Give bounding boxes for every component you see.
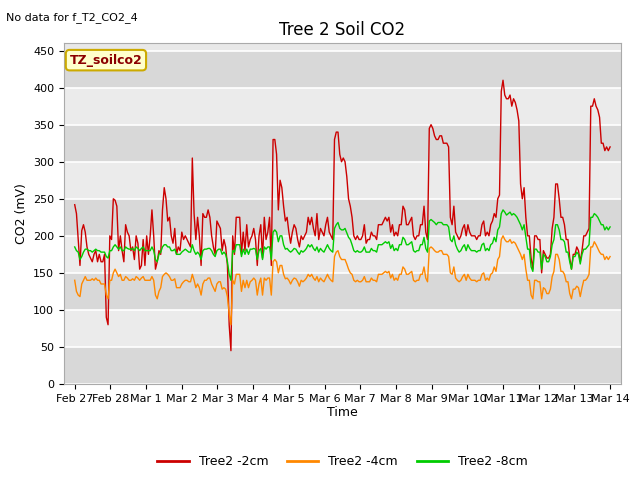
Bar xyxy=(64,162,621,199)
Legend: Tree2 -2cm, Tree2 -4cm, Tree2 -8cm: Tree2 -2cm, Tree2 -4cm, Tree2 -8cm xyxy=(152,450,532,473)
Bar xyxy=(64,125,621,162)
Bar xyxy=(64,236,621,273)
Bar xyxy=(64,347,621,384)
Text: TZ_soilco2: TZ_soilco2 xyxy=(70,54,142,67)
Bar xyxy=(64,273,621,310)
Bar xyxy=(64,50,621,88)
Text: No data for f_T2_CO2_4: No data for f_T2_CO2_4 xyxy=(6,12,138,23)
Bar xyxy=(64,88,621,125)
Bar xyxy=(64,199,621,236)
Title: Tree 2 Soil CO2: Tree 2 Soil CO2 xyxy=(279,21,406,39)
Y-axis label: CO2 (mV): CO2 (mV) xyxy=(15,183,28,244)
X-axis label: Time: Time xyxy=(327,407,358,420)
Bar xyxy=(64,310,621,347)
